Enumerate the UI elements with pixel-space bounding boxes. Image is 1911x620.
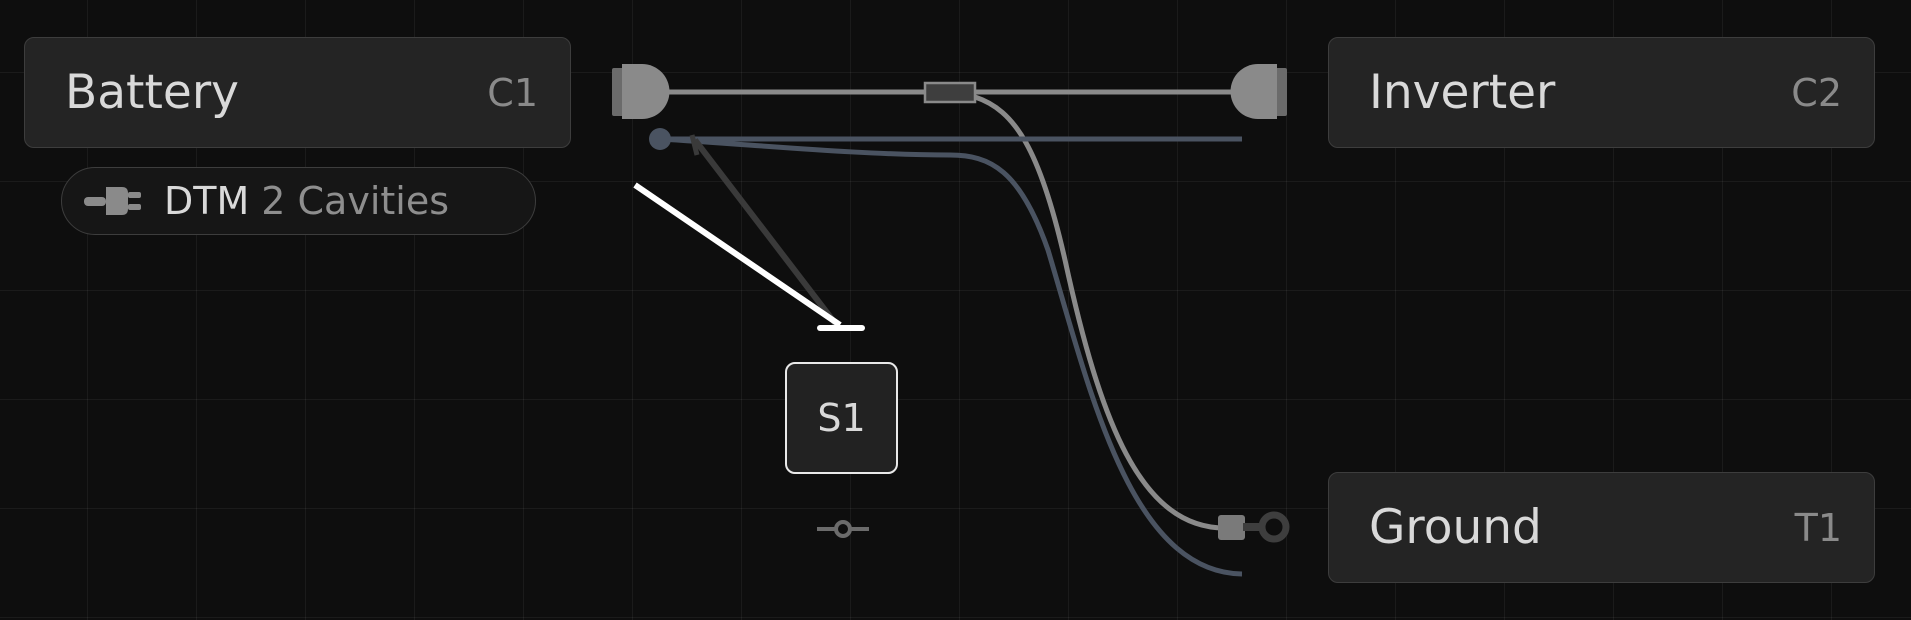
battery-node[interactable]: Battery C1 <box>24 37 571 148</box>
wire-endpoint-dot[interactable] <box>649 128 671 150</box>
battery-connector-icon[interactable] <box>612 64 670 119</box>
inverter-node[interactable]: Inverter C2 <box>1328 37 1875 148</box>
splice-label: S1 <box>817 396 866 440</box>
node-ref: T1 <box>1794 505 1842 550</box>
node-ref: C2 <box>1791 70 1842 115</box>
inline-fuse-icon[interactable] <box>923 81 977 104</box>
wire-dark-splice-tick <box>689 134 700 156</box>
wire-slate-ground[interactable] <box>659 136 1243 577</box>
ground-node[interactable]: Ground T1 <box>1328 472 1875 583</box>
inverter-connector-icon[interactable] <box>1230 64 1287 119</box>
wire-active-draw[interactable] <box>633 182 842 328</box>
node-title: Battery <box>65 65 239 120</box>
splice-node[interactable]: S1 <box>785 362 898 474</box>
wire-dark-splice[interactable] <box>692 138 841 329</box>
connector-info-pill[interactable]: DTM 2 Cavities <box>61 167 536 235</box>
splice-pin-icon[interactable] <box>817 520 869 538</box>
cavity-count: 2 Cavities <box>261 179 450 223</box>
plug-icon <box>84 187 141 215</box>
connector-type: DTM <box>164 179 250 223</box>
node-title: Inverter <box>1369 65 1556 120</box>
node-ref: C1 <box>487 70 538 115</box>
node-title: Ground <box>1369 500 1542 555</box>
wire-fuse-ground[interactable] <box>974 94 1226 531</box>
ring-terminal-icon[interactable] <box>1218 511 1290 543</box>
